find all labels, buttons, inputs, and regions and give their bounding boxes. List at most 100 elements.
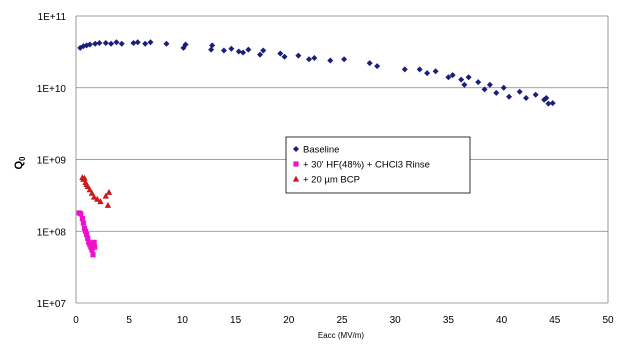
data-point [461, 81, 468, 88]
data-point [86, 41, 93, 48]
data-point [306, 56, 313, 63]
data-point [424, 70, 431, 77]
data-point [449, 72, 456, 79]
data-point [341, 56, 348, 63]
x-tick-label: 25 [336, 315, 348, 326]
data-point [327, 57, 334, 64]
legend-marker-triangle [292, 175, 300, 182]
x-tick-label: 45 [549, 315, 561, 326]
data-point [81, 225, 88, 231]
data-point [366, 60, 373, 67]
x-axis-label: Eacc (MV/m) [318, 331, 365, 340]
data-point [277, 50, 284, 57]
series-diamond [77, 39, 556, 107]
data-point [545, 100, 552, 107]
x-tick-label: 5 [126, 315, 132, 326]
data-point [90, 252, 96, 258]
data-point [486, 81, 493, 88]
data-point [209, 42, 216, 49]
data-point [401, 66, 408, 73]
legend-label: + 20 µm BCP [303, 175, 360, 186]
data-point [481, 86, 488, 93]
data-point [493, 89, 500, 96]
y-tick-label: 1E+08 [37, 227, 67, 238]
data-point [88, 244, 94, 250]
legend-marker-square [293, 161, 299, 167]
data-point [108, 40, 115, 47]
data-point [94, 195, 101, 202]
data-point [416, 66, 423, 73]
data-point [235, 48, 242, 55]
data-point [445, 74, 452, 81]
data-point [458, 76, 465, 83]
data-point [97, 198, 104, 205]
x-tick-label: 10 [177, 315, 189, 326]
legend-box [285, 136, 471, 194]
data-point [260, 47, 267, 54]
plot-area-border [75, 16, 609, 303]
data-point [295, 52, 302, 59]
data-point [228, 45, 235, 52]
data-point [208, 46, 215, 53]
x-tick-label: 40 [496, 315, 508, 326]
x-tick-label: 30 [390, 315, 402, 326]
data-point [89, 247, 95, 253]
x-tick-label: 15 [230, 315, 242, 326]
data-point [78, 211, 84, 217]
series-triangle [79, 174, 113, 208]
data-point [88, 189, 96, 196]
data-point [432, 68, 439, 75]
data-point [79, 216, 85, 222]
data-point [523, 94, 530, 101]
y-tick-label: 1E+11 [38, 12, 67, 23]
data-point [113, 39, 120, 46]
data-point [281, 53, 288, 60]
x-tick-label: 35 [443, 315, 455, 326]
data-point [475, 79, 482, 86]
data-point [257, 51, 264, 58]
y-tick-label: 1E+09 [37, 156, 67, 167]
data-point [500, 84, 507, 91]
data-point [311, 54, 318, 61]
x-tick-label: 0 [73, 315, 79, 326]
x-tick-label: 20 [283, 315, 295, 326]
x-tick-labels: 0 5 10 15 20 25 30 35 40 45 50 [73, 315, 614, 326]
data-point [105, 188, 113, 195]
series-square [76, 210, 98, 258]
data-point [82, 228, 89, 234]
data-point [91, 239, 97, 245]
y-axis-label: Q0 [13, 156, 27, 170]
y-tick-label: 1E+07 [37, 299, 67, 310]
data-point [220, 47, 227, 54]
data-point [96, 40, 103, 47]
data-point [92, 40, 99, 47]
data-point [84, 231, 90, 238]
data-point [102, 40, 109, 47]
data-point [92, 244, 98, 250]
data-point [142, 40, 149, 47]
data-point [102, 192, 109, 199]
y-tick-labels: 1E+07 1E+08 1E+09 1E+10 1E+11 [37, 12, 67, 310]
data-point [245, 46, 252, 53]
data-point [465, 74, 472, 81]
data-point [549, 100, 556, 107]
legend-label: Baseline [303, 145, 339, 156]
legend: Baseline + 30' HF(48%) + CHCl3 Rinse + 20 … [285, 136, 471, 194]
data-point [130, 40, 137, 47]
data-point [85, 235, 91, 241]
data-point [374, 63, 381, 70]
y-tick-label: 1E+10 [37, 84, 67, 95]
data-point [506, 93, 513, 100]
data-point [118, 40, 125, 47]
data-point [81, 174, 88, 181]
data-point [134, 39, 141, 46]
data-point [532, 91, 539, 98]
x-tick-label: 50 [602, 315, 614, 326]
data-point [240, 49, 247, 56]
data-points [76, 39, 556, 258]
data-point [104, 201, 112, 208]
data-point [147, 39, 154, 46]
legend-marker-diamond [293, 146, 299, 152]
data-point [182, 41, 189, 48]
